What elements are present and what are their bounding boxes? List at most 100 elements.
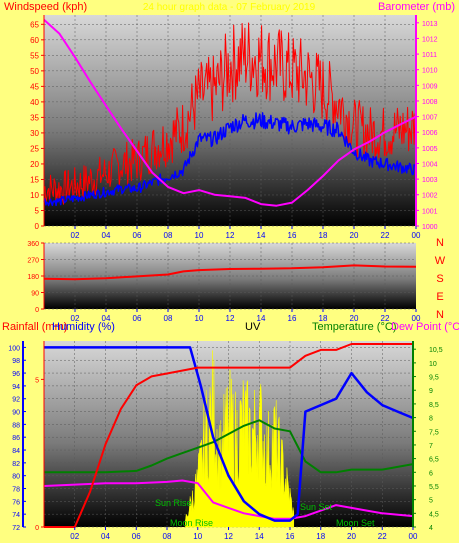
data-series xyxy=(43,343,414,528)
temperature-axis-label: Temperature (°C) xyxy=(312,321,396,333)
humidity-line xyxy=(44,346,414,522)
y-tick-label: 270 xyxy=(27,258,39,265)
y-tick-label: 84 xyxy=(12,448,20,455)
y-tick-label: 10 xyxy=(30,191,39,200)
x-tick-label: 06 xyxy=(133,314,142,323)
y-tick-label: 4 xyxy=(429,525,433,532)
wind-barometer-panel: Windspeed (kph) Barometer (mb) 24 hour g… xyxy=(4,1,455,240)
y-tick-label: 1012 xyxy=(422,36,438,43)
compass-label: S xyxy=(436,273,443,285)
x-tick-label: 14 xyxy=(255,532,264,541)
y-tick-label: 9 xyxy=(429,388,433,395)
dewpoint-axis-label: Dew Point (°C) xyxy=(391,321,459,333)
x-tick-label: 08 xyxy=(164,314,173,323)
sunset-annotation: Sun Set xyxy=(300,502,333,512)
y-tick-label: 1000 xyxy=(422,224,438,231)
y-tick-label: 1004 xyxy=(422,161,438,168)
x-tick-label: 18 xyxy=(316,532,325,541)
y-tick-label: 25 xyxy=(30,144,39,153)
y-tick-label: 10 xyxy=(429,361,437,368)
y-tick-label: 98 xyxy=(12,358,20,365)
x-tick-label: 02 xyxy=(71,231,80,240)
y-tick-label: 78 xyxy=(12,487,20,494)
y-tick-label: 8,5 xyxy=(429,402,439,409)
y-tick-label: 1007 xyxy=(422,115,438,122)
y-tick-label: 0 xyxy=(35,307,39,314)
direction-ticks: 0 90 180 270 360 xyxy=(27,241,44,314)
y-tick-label: 92 xyxy=(12,397,20,404)
data-series xyxy=(43,18,417,207)
y-tick-label: 1008 xyxy=(422,99,438,106)
windspeed-ticks: 0 5 10 15 20 25 30 35 40 45 50 55 60 65 xyxy=(30,20,44,231)
x-tick-label: 08 xyxy=(164,231,173,240)
y-tick-label: 20 xyxy=(30,160,39,169)
y-tick-label: 94 xyxy=(12,384,20,391)
x-tick-label: 04 xyxy=(102,314,111,323)
y-tick-label: 8 xyxy=(429,416,433,423)
y-tick-label: 5 xyxy=(35,206,40,215)
x-tick-label: 04 xyxy=(102,231,111,240)
wind-direction-line xyxy=(43,264,417,281)
x-tick-label: 04 xyxy=(101,532,110,541)
x-tick-label: 02 xyxy=(70,532,79,541)
gust-line xyxy=(43,22,417,205)
compass-label: W xyxy=(435,255,446,267)
hour-ticks: 02 04 06 08 10 12 14 16 18 20 22 00 xyxy=(71,309,421,323)
barometer-axis-label: Barometer (mb) xyxy=(378,1,455,13)
y-tick-label: 90 xyxy=(31,291,39,298)
uv-axis-label: UV xyxy=(245,321,261,333)
y-tick-label: 0 xyxy=(35,222,40,231)
y-tick-label: 1005 xyxy=(422,146,438,153)
x-tick-label: 12 xyxy=(226,231,235,240)
y-tick-label: 96 xyxy=(12,371,20,378)
x-tick-label: 02 xyxy=(71,314,80,323)
dewpoint-line xyxy=(43,479,414,520)
y-tick-label: 45 xyxy=(30,82,39,91)
x-tick-label: 22 xyxy=(381,314,390,323)
sunrise-annotation: Sun Rise xyxy=(155,498,192,508)
y-tick-label: 60 xyxy=(30,36,39,45)
rainfall-line xyxy=(44,343,413,528)
chart-title: 24 hour graph data - 07 February 2019 xyxy=(143,2,316,13)
x-tick-label: 20 xyxy=(350,231,359,240)
y-tick-label: 76 xyxy=(12,499,20,506)
x-tick-label: 10 xyxy=(195,314,204,323)
y-tick-label: 1001 xyxy=(422,208,438,215)
data-series xyxy=(43,264,417,281)
x-tick-label: 22 xyxy=(378,532,387,541)
x-tick-label: 22 xyxy=(381,231,390,240)
hour-ticks: 02 04 06 08 10 12 14 16 18 20 22 00 xyxy=(70,527,418,541)
x-tick-label: 12 xyxy=(226,314,235,323)
x-tick-label: 00 xyxy=(412,231,421,240)
x-tick-label: 06 xyxy=(132,532,141,541)
moonset-annotation: Moon Set xyxy=(336,518,375,528)
y-tick-label: 88 xyxy=(12,422,20,429)
wind-avg-line xyxy=(43,112,417,207)
y-tick-label: 82 xyxy=(12,461,20,468)
x-tick-label: 00 xyxy=(412,314,421,323)
y-tick-label: 180 xyxy=(27,274,39,281)
y-tick-label: 5 xyxy=(429,498,433,505)
x-tick-label: 18 xyxy=(319,314,328,323)
y-tick-label: 74 xyxy=(12,512,20,519)
x-tick-label: 14 xyxy=(257,231,266,240)
y-tick-label: 7 xyxy=(429,443,433,450)
y-tick-label: 1011 xyxy=(422,52,437,59)
rainfall-axis-label: Rainfall (mm) xyxy=(2,321,67,333)
y-tick-label: 1010 xyxy=(422,68,438,75)
y-tick-label: 6,5 xyxy=(429,457,439,464)
x-tick-label: 20 xyxy=(350,314,359,323)
rainfall-ticks: 05 xyxy=(35,377,44,532)
x-tick-label: 00 xyxy=(409,532,418,541)
windspeed-axis-label: Windspeed (kph) xyxy=(4,1,87,13)
y-tick-label: 40 xyxy=(30,98,39,107)
uv-area xyxy=(185,350,295,528)
x-tick-label: 08 xyxy=(163,532,172,541)
y-tick-label: 5,5 xyxy=(429,484,439,491)
y-tick-label: 55 xyxy=(30,51,39,60)
x-tick-label: 18 xyxy=(319,231,328,240)
y-tick-label: 0 xyxy=(35,525,39,532)
y-tick-label: 360 xyxy=(27,241,39,248)
